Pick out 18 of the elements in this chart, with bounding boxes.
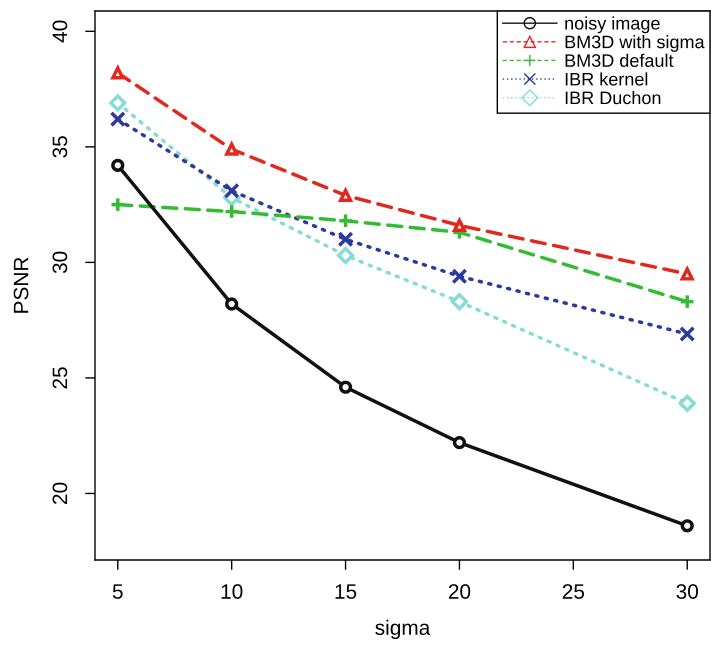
y-tick-label: 40 (52, 20, 68, 42)
x-axis-title: sigma (375, 620, 430, 640)
x-tick-label: 5 (112, 584, 123, 599)
legend-label: IBR Duchon (566, 90, 660, 104)
legend-label: BM3D with sigma (566, 35, 705, 52)
x-tick-label: 15 (336, 584, 356, 599)
x-tick-label: 20 (448, 584, 470, 599)
legend-label: noisy image (565, 16, 660, 34)
x-tick-label: 10 (222, 584, 242, 599)
y-axis-title: PSNR (14, 258, 28, 313)
y-tick-label: 25 (52, 367, 68, 388)
y-tick-label: 20 (52, 482, 68, 504)
legend-label: BM3D default (566, 54, 674, 67)
x-tick-label: 25 (562, 584, 584, 599)
x-tick-label: 30 (676, 584, 698, 599)
legend-label: IBR kernel (566, 72, 648, 86)
y-tick-label: 35 (52, 136, 68, 158)
y-tick-label: 30 (52, 252, 68, 274)
